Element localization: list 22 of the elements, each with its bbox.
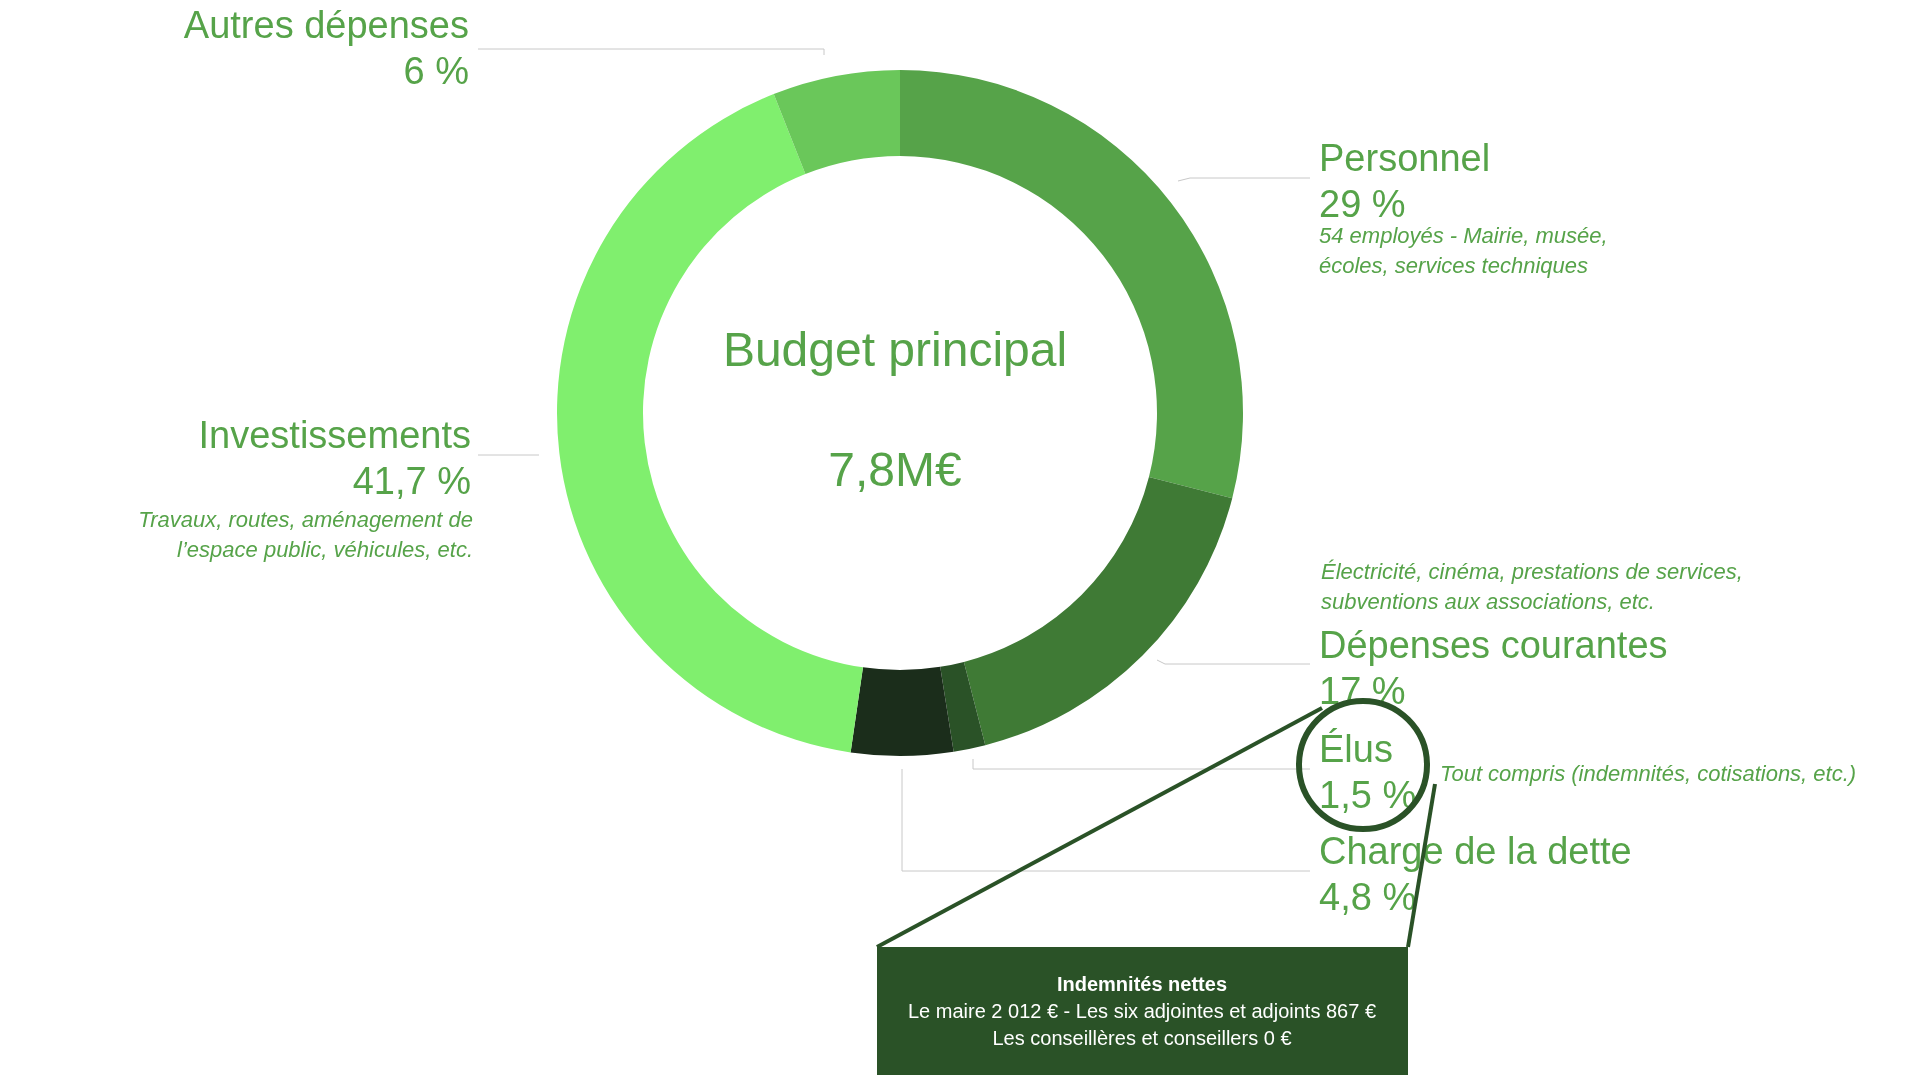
slice-label: Personnel xyxy=(1319,137,1491,179)
donut-slice xyxy=(963,476,1233,746)
data-label: 4,8 % xyxy=(1319,876,1417,918)
text: Les conseillères et conseillers 0 € xyxy=(992,1027,1292,1049)
text: 7,8M€ xyxy=(828,443,963,496)
text: Indemnités nettes xyxy=(1056,973,1228,995)
slice-label: Dépenses courantes xyxy=(1319,624,1668,666)
donut-slice xyxy=(850,666,954,756)
donut-slice xyxy=(773,70,900,175)
slice-label: Investissements xyxy=(198,414,471,456)
text: Électricité, cinéma, prestations de services, subventions aux associations, etc. xyxy=(1321,559,1743,614)
slice-label: Élus xyxy=(1319,728,1393,770)
text: Travaux, routes, aménagement de l’espace public, véhicules, etc. xyxy=(138,507,473,562)
text: Le maire 2 012 € - Les six adjointes et adjoints 867 € xyxy=(907,1000,1377,1022)
text: 54 employés - Mairie, musée, écoles, services techniques xyxy=(1319,223,1608,278)
data-label: 41,7 % xyxy=(352,460,471,502)
donut-slice xyxy=(940,661,986,752)
text: Budget principal xyxy=(722,323,1068,376)
data-label: 6 % xyxy=(403,50,469,92)
text: Tout compris (indemnités, cotisations, etc.) xyxy=(1440,761,1857,786)
data-label: 29 % xyxy=(1319,183,1406,225)
slice-label: Autres dépenses xyxy=(183,4,469,46)
